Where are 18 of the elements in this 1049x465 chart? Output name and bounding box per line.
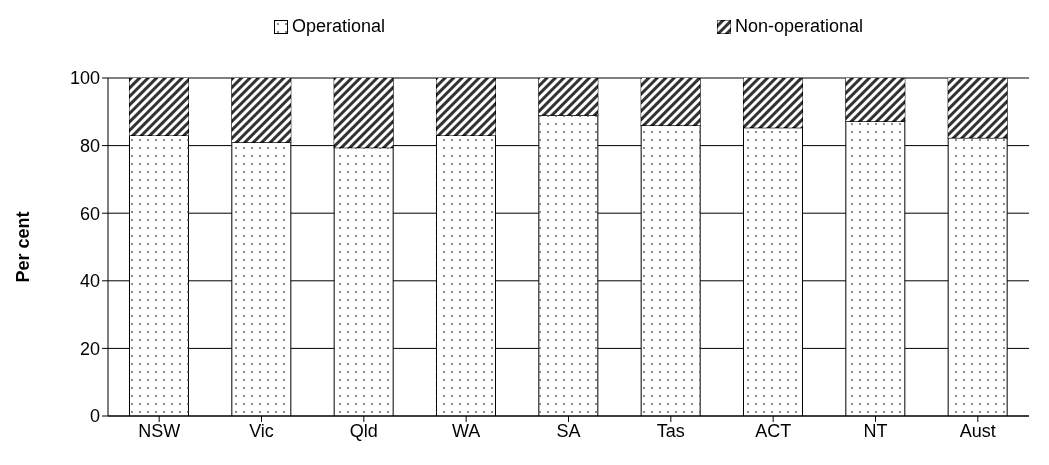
x-tick-label: WA	[452, 420, 481, 441]
y-tick-label: 20	[79, 338, 100, 359]
x-tick-label: SA	[556, 420, 581, 441]
x-tick-label: ACT	[755, 420, 792, 441]
y-tick-label: 0	[89, 406, 100, 427]
x-tick-label: NT	[863, 420, 888, 441]
legend-label: Non-operational	[733, 16, 864, 37]
x-tick-label: Qld	[349, 420, 378, 441]
y-tick-label: 60	[79, 203, 100, 224]
x-tick-label: NSW	[138, 420, 181, 441]
y-tick-label: 80	[79, 135, 100, 156]
y-tick-label: 40	[79, 271, 100, 292]
x-tick-label: Vic	[249, 420, 274, 441]
x-tick-label: Tas	[656, 420, 685, 441]
x-tick-label: Aust	[959, 420, 996, 441]
y-axis-title: Per cent	[13, 211, 34, 283]
y-tick-label: 100	[69, 68, 100, 89]
legend-label: Operational	[290, 16, 386, 37]
